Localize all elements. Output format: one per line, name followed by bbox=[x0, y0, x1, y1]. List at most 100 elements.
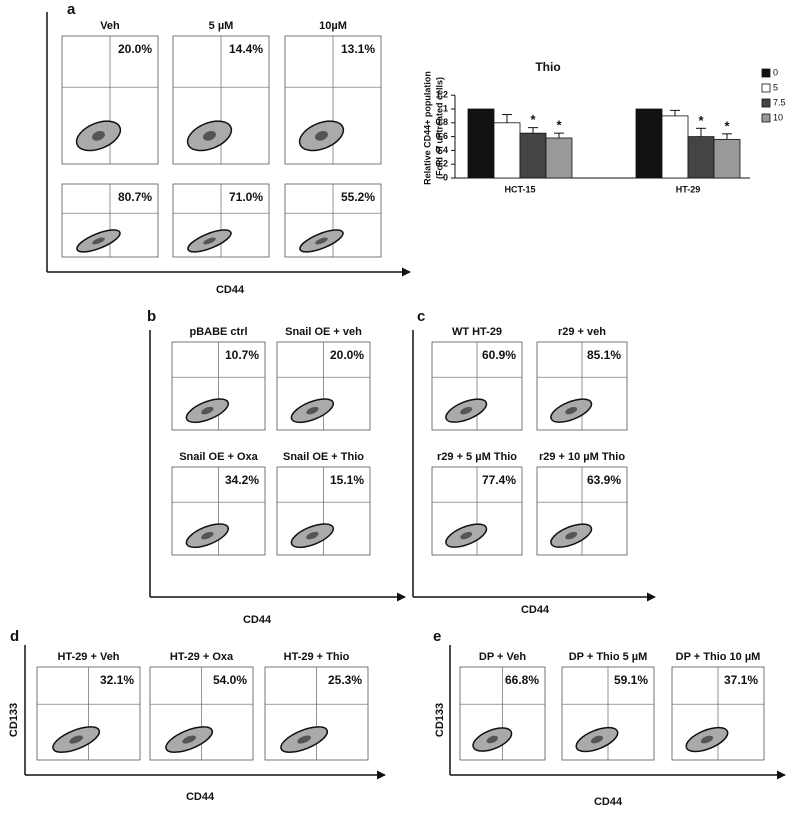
gate-percent: 14.4% bbox=[229, 42, 263, 56]
plot-title: Snail OE + veh bbox=[285, 326, 362, 338]
x-axis-label: CD44 bbox=[243, 614, 272, 626]
cell-core bbox=[92, 237, 105, 245]
y-axis-label: (Fold of untreated cells) bbox=[434, 77, 444, 179]
panel-label: d bbox=[10, 628, 19, 645]
x-axis-label: CD44 bbox=[216, 284, 245, 296]
gate-percent: 54.0% bbox=[213, 673, 247, 687]
cell-core bbox=[460, 406, 473, 415]
cell-core bbox=[203, 130, 216, 141]
gate-percent: 34.2% bbox=[225, 473, 259, 487]
plot-title: r29 + 10 µM Thio bbox=[539, 451, 625, 463]
y-axis-label: Relative CD44+ population bbox=[422, 71, 432, 185]
gate-percent: 63.9% bbox=[587, 473, 621, 487]
gate-percent: 55.2% bbox=[341, 190, 375, 204]
panel-label: b bbox=[147, 308, 156, 325]
cell-core bbox=[92, 130, 105, 141]
y-tick-label: 0 bbox=[443, 172, 448, 182]
plot-title: DP + Veh bbox=[479, 651, 526, 663]
cell-core bbox=[203, 237, 216, 245]
legend-swatch bbox=[761, 83, 771, 93]
bar bbox=[493, 122, 521, 179]
legend-label: 0 bbox=[773, 67, 778, 77]
cell-core bbox=[306, 531, 319, 540]
panel-label: a bbox=[67, 1, 76, 18]
cell-core bbox=[201, 406, 214, 415]
y-tick-label: 0.2 bbox=[435, 159, 448, 169]
legend-swatch bbox=[761, 68, 771, 78]
cell-core bbox=[700, 735, 714, 744]
gate-percent: 59.1% bbox=[614, 673, 648, 687]
y-tick-label: 1.2 bbox=[435, 90, 448, 100]
cell-core bbox=[297, 735, 311, 744]
cell-core bbox=[69, 735, 83, 744]
x-axis-label: CD44 bbox=[521, 604, 550, 616]
significance: * bbox=[698, 113, 704, 128]
plot-title: Snail OE + Oxa bbox=[179, 451, 258, 463]
plot-title: 5 µM bbox=[209, 20, 234, 32]
y-tick-label: 0.4 bbox=[435, 145, 448, 155]
y-tick-label: 1 bbox=[443, 103, 448, 113]
plot-title: Snail OE + Thio bbox=[283, 451, 364, 463]
chart-title: Thio bbox=[535, 60, 560, 74]
plot-title: r29 + veh bbox=[558, 326, 606, 338]
gate-percent: 60.9% bbox=[482, 348, 516, 362]
gate-percent: 10.7% bbox=[225, 348, 259, 362]
plot-title: HT-29 + Thio bbox=[284, 651, 350, 663]
gate-percent: 85.1% bbox=[587, 348, 621, 362]
x-axis-label: CD44 bbox=[594, 796, 623, 808]
bar bbox=[687, 136, 715, 179]
legend-label: 5 bbox=[773, 82, 778, 92]
cell-core bbox=[565, 531, 578, 540]
cell-core bbox=[460, 531, 473, 540]
legend-swatch bbox=[761, 113, 771, 123]
y-tick-label: 0.6 bbox=[435, 131, 448, 141]
x-tick-label: HT-29 bbox=[676, 184, 701, 194]
y-tick-label: 0.8 bbox=[435, 117, 448, 127]
x-axis-label: CD44 bbox=[186, 791, 215, 803]
gate-percent: 80.7% bbox=[118, 190, 152, 204]
bar bbox=[545, 137, 573, 179]
plot-title: DP + Thio 5 µM bbox=[569, 651, 648, 663]
cell-core bbox=[315, 237, 328, 245]
cell-core bbox=[315, 130, 328, 141]
gate-percent: 66.8% bbox=[505, 673, 539, 687]
cell-core bbox=[565, 406, 578, 415]
gate-percent: 71.0% bbox=[229, 190, 263, 204]
cell-core bbox=[182, 735, 196, 744]
plot-title: HT-29 + Oxa bbox=[170, 651, 234, 663]
cell-core bbox=[486, 735, 498, 744]
legend-label: 10 bbox=[773, 112, 783, 122]
bar bbox=[635, 108, 663, 179]
gate-percent: 20.0% bbox=[330, 348, 364, 362]
legend-label: 7.5 bbox=[773, 97, 786, 107]
gate-percent: 20.0% bbox=[118, 42, 152, 56]
significance: * bbox=[530, 112, 536, 127]
y-axis-label: CD133 bbox=[8, 703, 20, 737]
x-tick-label: HCT-15 bbox=[504, 184, 535, 194]
cell-core bbox=[306, 406, 319, 415]
plot-title: DP + Thio 10 µM bbox=[676, 651, 761, 663]
gate-percent: 25.3% bbox=[328, 673, 362, 687]
bar bbox=[661, 115, 689, 179]
cell-core bbox=[201, 531, 214, 540]
gate-percent: 15.1% bbox=[330, 473, 364, 487]
plot-title: HT-29 + Veh bbox=[57, 651, 119, 663]
cell-core bbox=[590, 735, 604, 744]
panel-label: e bbox=[433, 628, 441, 645]
panel-label: c bbox=[417, 308, 425, 325]
plot-title: pBABE ctrl bbox=[189, 326, 247, 338]
significance: * bbox=[724, 118, 730, 133]
y-axis-label: CD133 bbox=[434, 703, 446, 737]
significance: * bbox=[556, 118, 562, 133]
gate-percent: 13.1% bbox=[341, 42, 375, 56]
bar bbox=[713, 138, 741, 179]
gate-percent: 77.4% bbox=[482, 473, 516, 487]
plot-title: Veh bbox=[100, 20, 120, 32]
legend-swatch bbox=[761, 98, 771, 108]
bar bbox=[519, 132, 547, 179]
plot-title: WT HT-29 bbox=[452, 326, 502, 338]
plot-title: r29 + 5 µM Thio bbox=[437, 451, 517, 463]
bar bbox=[467, 108, 495, 179]
gate-percent: 32.1% bbox=[100, 673, 134, 687]
